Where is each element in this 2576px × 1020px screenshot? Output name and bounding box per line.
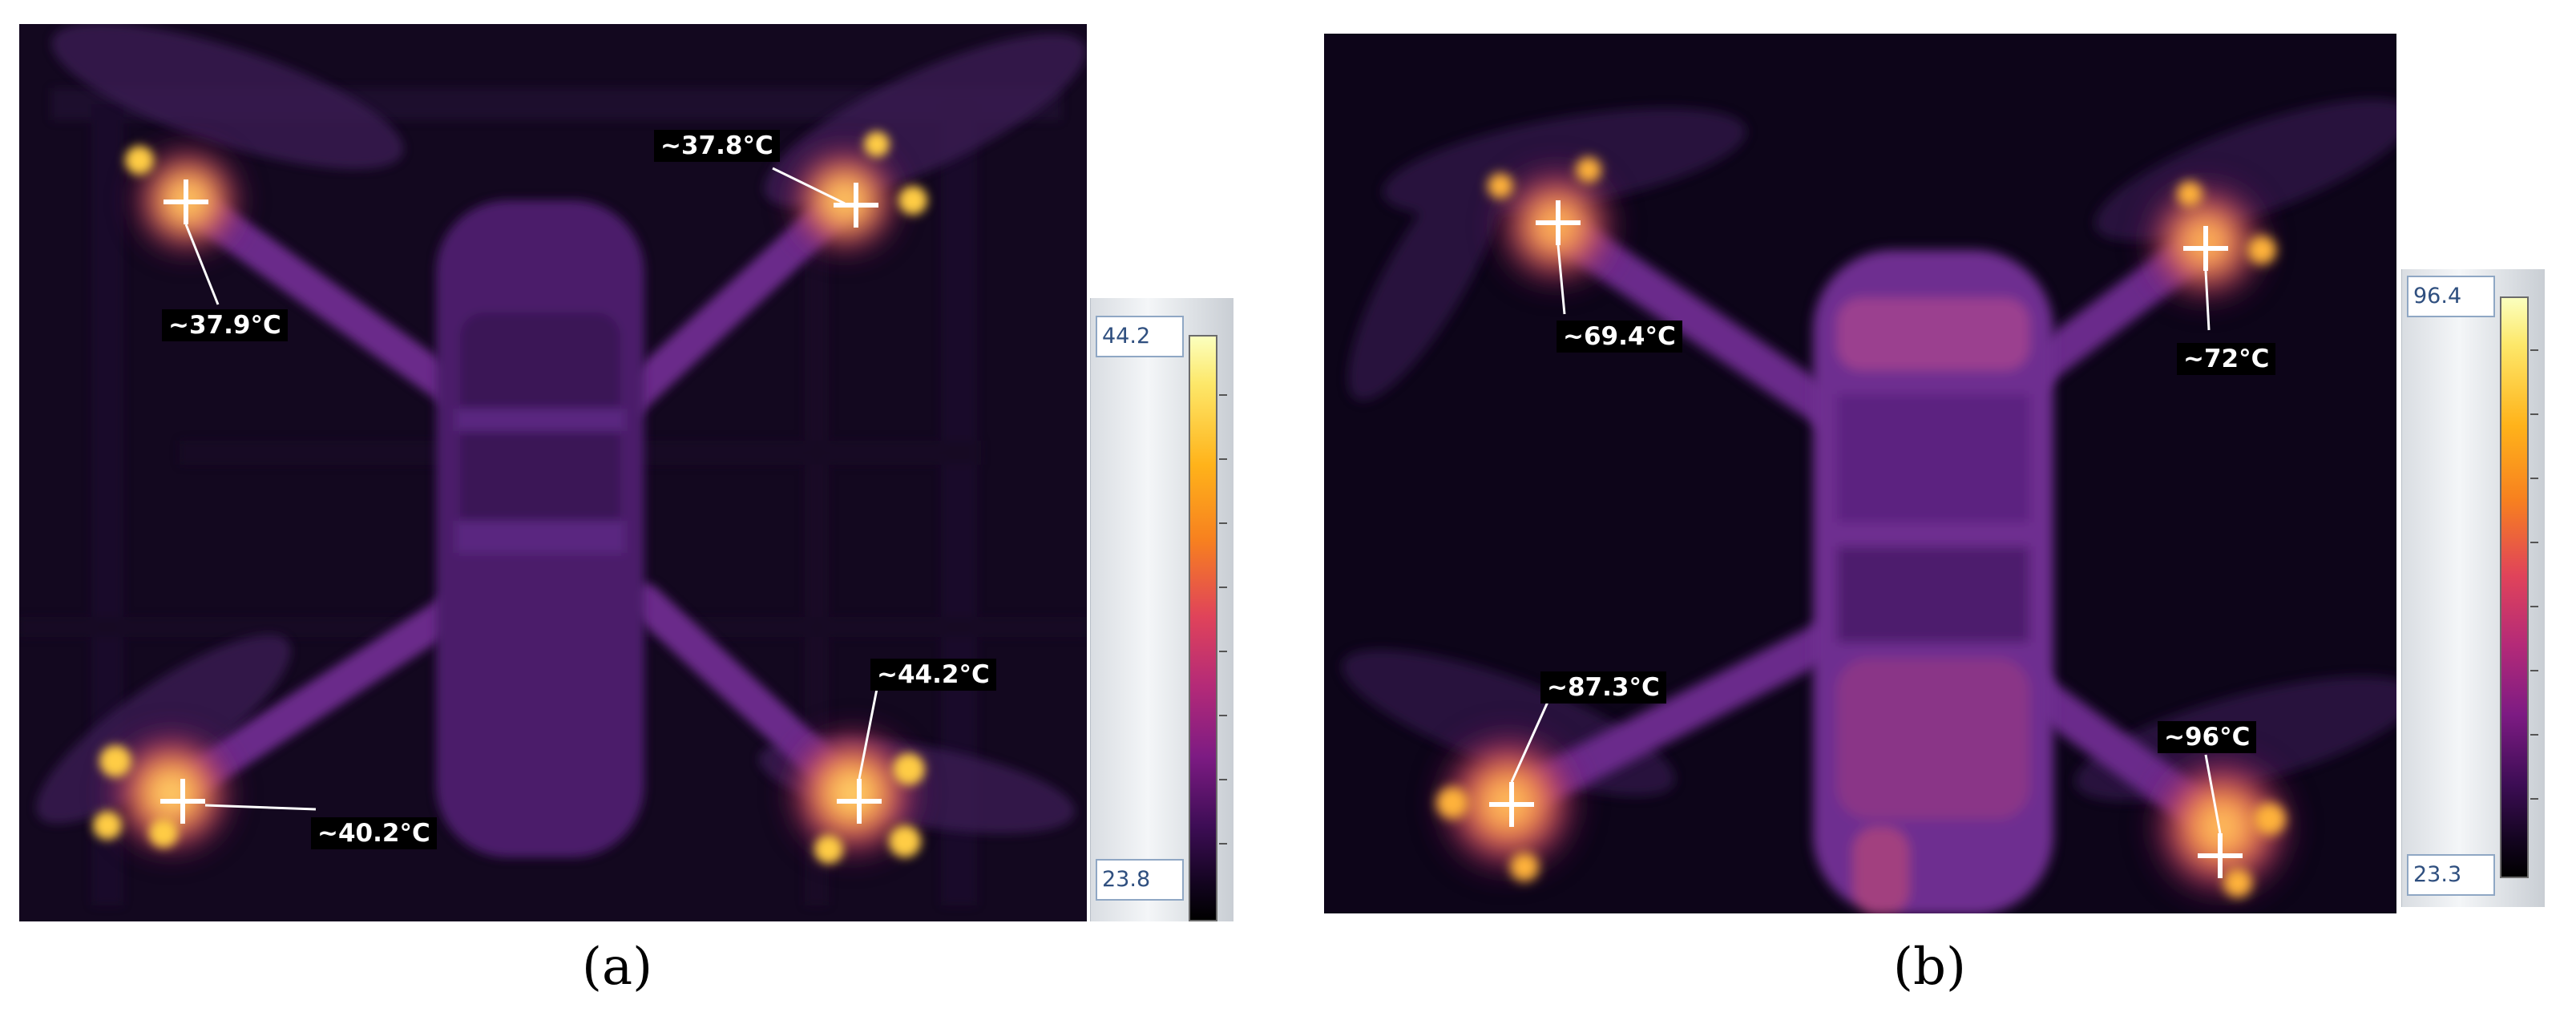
scale-tick	[2530, 798, 2538, 800]
scale-min-label: 23.3	[2407, 854, 2495, 896]
scale-max-label: 96.4	[2407, 276, 2495, 317]
scale-tick	[2530, 670, 2538, 671]
temperature-scale-a: 44.2 23.8	[1090, 298, 1233, 921]
temperature-scale-b: 96.4 23.3	[2401, 269, 2545, 907]
scale-min-label: 23.8	[1096, 859, 1184, 901]
scale-max-label: 44.2	[1096, 316, 1184, 357]
color-gradient	[2500, 296, 2529, 878]
scale-tick	[2530, 734, 2538, 736]
scale-tick	[1219, 458, 1227, 460]
scale-tick	[1219, 651, 1227, 652]
temperature-label: ~96°C	[2158, 721, 2257, 753]
temperature-label: ~69.4°C	[1557, 321, 1682, 353]
scale-tick	[1219, 779, 1227, 780]
scale-tick	[2530, 413, 2538, 415]
temperature-label: ~87.3°C	[1540, 671, 1666, 704]
scale-tick	[2530, 606, 2538, 607]
scale-tick	[2530, 542, 2538, 543]
temperature-label: ~40.2°C	[311, 817, 437, 849]
temperature-label: ~37.9°C	[162, 309, 288, 341]
thermal-image-b: ~69.4°C ~72°C ~87.3°C ~96°C	[1324, 34, 2396, 913]
scale-tick	[1219, 587, 1227, 588]
drone-thermal-scene-b	[1342, 99, 2396, 913]
temperature-label: ~37.8°C	[654, 130, 780, 162]
thermal-image-a: ~37.9°C ~37.8°C ~40.2°C ~44.2°C	[19, 24, 1087, 921]
temperature-label: ~44.2°C	[870, 659, 996, 691]
scale-tick	[1219, 394, 1227, 396]
temperature-label: ~72°C	[2177, 343, 2276, 375]
scale-tick	[2530, 478, 2538, 479]
panel-caption-b: (b)	[1893, 937, 1966, 997]
drone-thermal-scene-a	[19, 24, 1087, 905]
scale-tick	[1219, 522, 1227, 524]
scale-tick	[1219, 715, 1227, 716]
panel-caption-a: (a)	[582, 937, 653, 997]
color-gradient	[1189, 335, 1217, 921]
scale-tick	[1219, 843, 1227, 845]
scale-tick	[2530, 349, 2538, 351]
